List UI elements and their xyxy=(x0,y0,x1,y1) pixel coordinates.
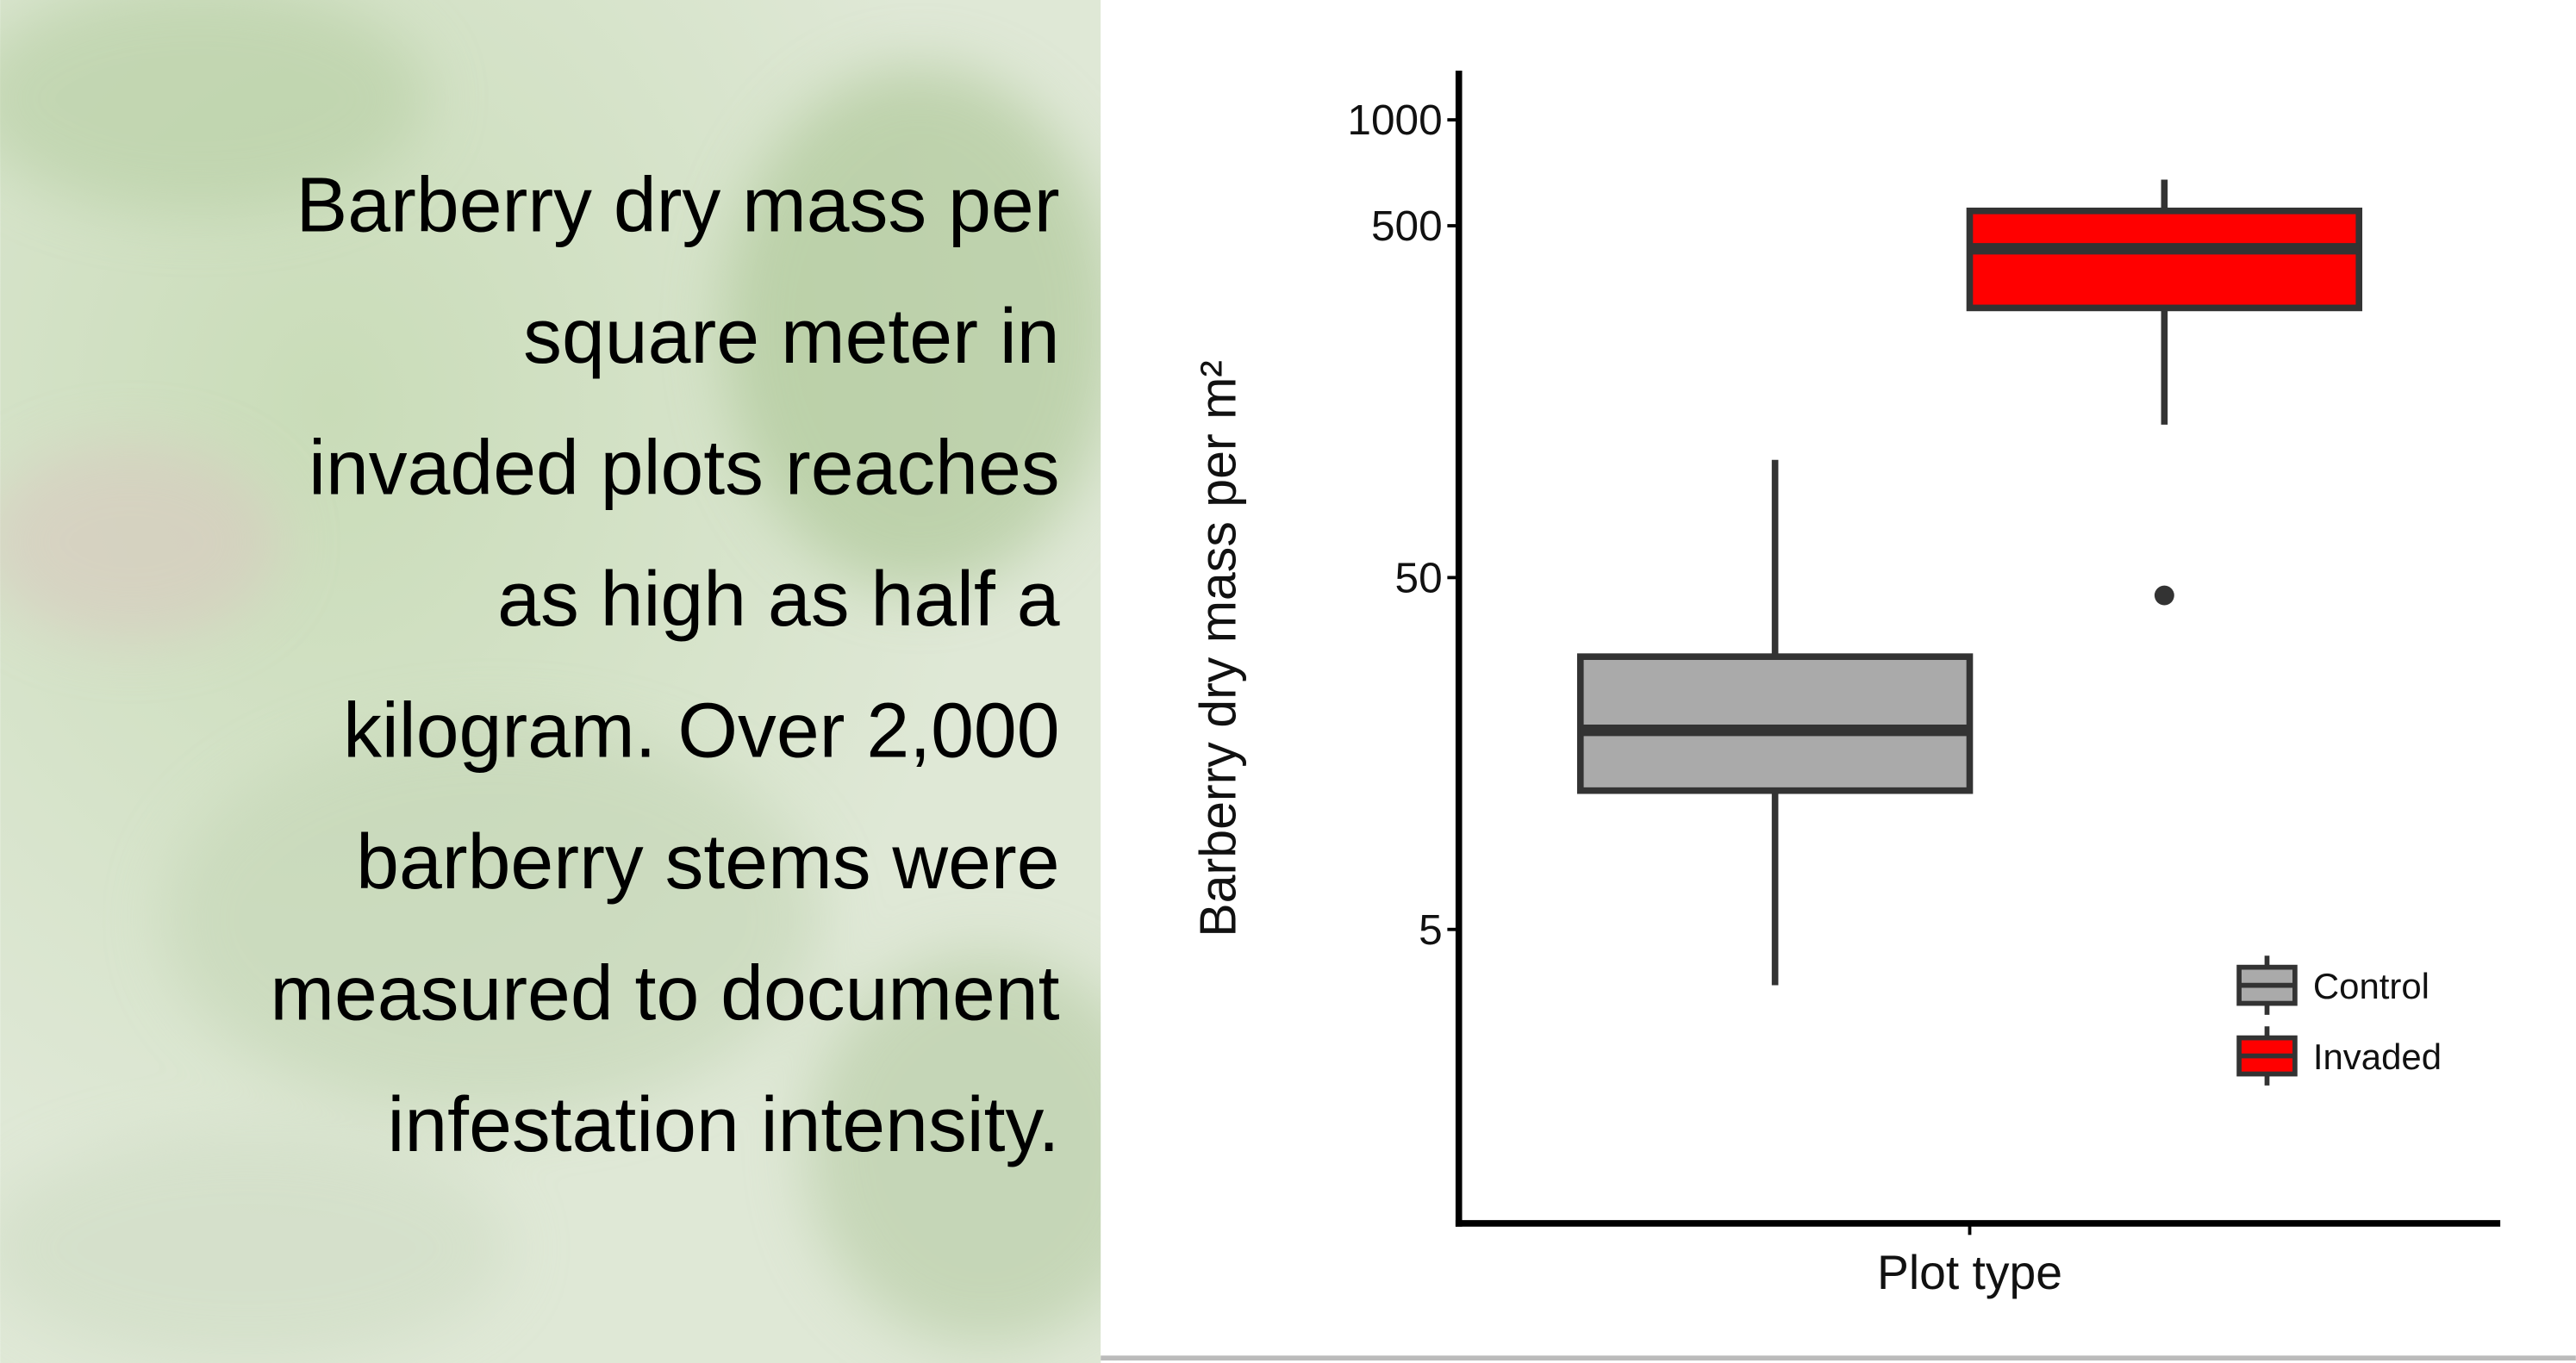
y-tick-label: 5 xyxy=(1419,906,1443,954)
y-axis-label: Barberry dry mass per m² xyxy=(1190,360,1247,937)
background-photo xyxy=(0,0,1167,1363)
slide-text-line: Barberry dry mass per xyxy=(296,162,1059,248)
x-axis-label: Plot type xyxy=(1877,1246,2062,1299)
slide-text-line: invaded plots reaches xyxy=(309,425,1059,511)
slide-text-line: infestation intensity. xyxy=(387,1081,1059,1167)
slide-text-line: measured to document xyxy=(270,950,1059,1036)
box xyxy=(1576,653,1974,794)
slide-text-line: square meter in xyxy=(523,293,1059,379)
outlier xyxy=(2154,585,2174,606)
slide-text-line: as high as half a xyxy=(497,556,1060,642)
box xyxy=(1966,207,2363,312)
slide-text-line: kilogram. Over 2,000 xyxy=(343,688,1059,774)
y-tick-label: 50 xyxy=(1395,554,1443,602)
slide-text-line: barberry stems were xyxy=(356,818,1059,905)
y-tick-label: 500 xyxy=(1371,202,1443,250)
legend-label: Invaded xyxy=(2313,1036,2442,1077)
legend-label: Control xyxy=(2313,966,2429,1006)
y-tick-label: 1000 xyxy=(1347,96,1442,144)
